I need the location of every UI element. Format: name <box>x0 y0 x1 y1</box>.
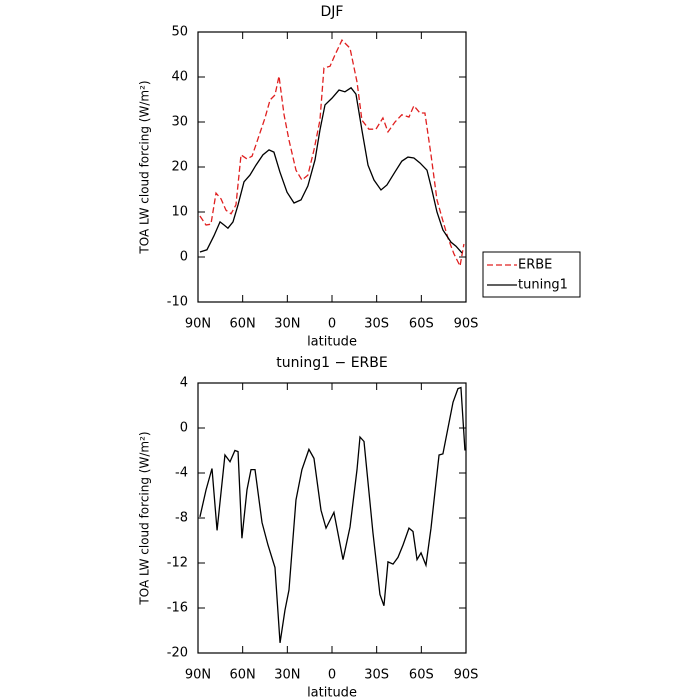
x-tick-label: 90S <box>454 668 479 683</box>
y-tick-label: -16 <box>167 601 188 616</box>
x-tick-label: 60S <box>409 668 434 683</box>
chart-title: DJF <box>321 4 344 20</box>
y-tick-label: -12 <box>167 556 188 571</box>
y-tick-label: -10 <box>167 295 188 310</box>
x-tick-label: 0 <box>328 668 336 683</box>
y-tick-label: 40 <box>171 70 188 85</box>
y-tick-label: 20 <box>171 160 188 175</box>
x-tick-label: 30S <box>364 668 389 683</box>
x-tick-label: 90N <box>185 668 211 683</box>
x-tick-label: 60S <box>409 317 434 332</box>
y-tick-label: 0 <box>180 421 188 436</box>
x-tick-label: 30N <box>274 668 300 683</box>
x-axis-label: latitude <box>307 335 357 350</box>
plot-frame <box>197 31 467 303</box>
y-tick-label: 0 <box>180 250 188 265</box>
y-tick-label: -4 <box>175 466 188 481</box>
y-axis-label: TOA LW cloud forcing (W/m²) <box>138 80 152 254</box>
y-tick-label: 10 <box>171 205 188 220</box>
x-tick-label: 30S <box>364 317 389 332</box>
data-line <box>199 386 466 643</box>
y-tick-label: -20 <box>167 646 188 661</box>
y-tick-label: 30 <box>171 115 188 130</box>
x-tick-label: 90S <box>454 317 479 332</box>
legend-label: ERBE <box>518 258 552 273</box>
data-line <box>199 86 463 254</box>
x-tick-label: 0 <box>328 317 336 332</box>
x-tick-label: 60N <box>230 317 256 332</box>
plot-frame <box>197 382 467 654</box>
x-tick-label: 30N <box>274 317 300 332</box>
legend-label: tuning1 <box>518 278 568 293</box>
y-tick-label: -8 <box>175 511 188 526</box>
y-tick-label: 50 <box>171 25 188 40</box>
y-axis-label: TOA LW cloud forcing (W/m²) <box>138 431 152 605</box>
legend-box <box>482 251 581 298</box>
chart-title: tuning1 − ERBE <box>276 355 387 371</box>
data-line <box>199 38 465 269</box>
x-tick-label: 90N <box>185 317 211 332</box>
x-axis-label: latitude <box>307 686 357 700</box>
y-tick-label: 4 <box>180 376 188 391</box>
x-tick-label: 60N <box>230 668 256 683</box>
